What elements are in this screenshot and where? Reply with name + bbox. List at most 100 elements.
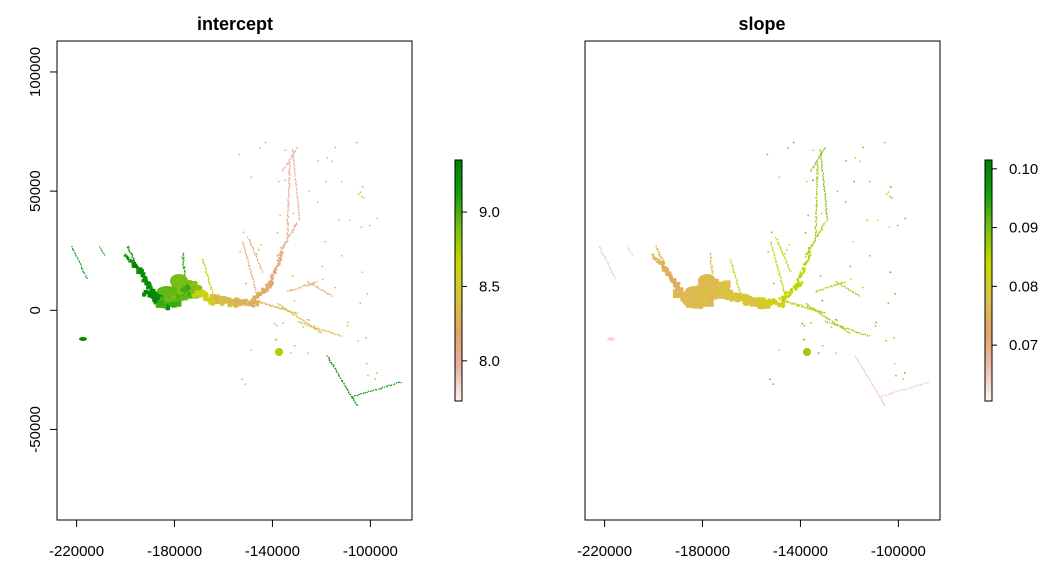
slope-raster-cell	[605, 258, 607, 260]
intercept-raster-cell	[349, 219, 351, 222]
intercept-raster-cell	[334, 334, 336, 336]
intercept-raster-cell	[295, 179, 297, 181]
slope-raster-cell	[785, 259, 787, 261]
slope-raster-cell	[711, 266, 713, 268]
intercept-raster-cell	[140, 269, 144, 272]
intercept-raster-cell	[252, 277, 254, 279]
intercept-raster-cell	[325, 292, 327, 294]
slope-raster-cell	[833, 321, 835, 323]
intercept-raster-cell	[257, 300, 259, 302]
slope-raster-cell	[827, 317, 829, 319]
intercept-raster-cell	[294, 151, 296, 153]
slope-raster-cell	[840, 282, 842, 284]
slope-raster-cell	[777, 264, 779, 266]
intercept-raster-cell	[86, 277, 88, 279]
slope-raster-cell	[799, 284, 802, 287]
intercept-raster-cell	[286, 234, 288, 236]
intercept-raster-cell	[281, 248, 283, 250]
intercept-raster-cell	[283, 307, 285, 309]
slope-raster-cell	[857, 360, 859, 362]
slope-raster-cell	[778, 349, 780, 351]
slope-raster-cell	[826, 322, 828, 324]
intercept-raster-cell	[156, 293, 161, 298]
slope-raster-cell	[849, 332, 851, 334]
slope-raster-cell	[782, 299, 786, 302]
intercept-raster-map	[71, 141, 402, 406]
slope-raster-cell	[798, 304, 800, 306]
slope-raster-cell	[779, 245, 781, 247]
intercept-raster-cell	[381, 386, 383, 388]
slope-raster-cell	[665, 268, 669, 272]
intercept-raster-cell	[130, 253, 132, 255]
intercept-raster-cell	[256, 293, 258, 295]
slope-raster-cell	[757, 304, 762, 309]
slope-raster-cell	[897, 390, 899, 392]
slope-raster-cell	[822, 177, 824, 180]
intercept-raster-cell	[255, 295, 258, 298]
intercept-raster-cell	[274, 266, 277, 269]
intercept-raster-cell	[301, 285, 304, 287]
slope-raster-cell	[812, 167, 814, 169]
slope-raster-cell	[660, 260, 663, 263]
slope-raster-cell	[810, 309, 812, 311]
intercept-legend-bar	[454, 159, 463, 402]
slope-raster-cell	[844, 281, 846, 283]
intercept-raster-cell	[259, 264, 261, 266]
slope-raster-cell	[698, 293, 706, 301]
intercept-raster-cell	[277, 263, 280, 266]
slope-raster-cell	[805, 180, 808, 183]
intercept-raster-cell	[131, 253, 133, 255]
slope-raster-cell	[824, 147, 826, 149]
slope-raster-cell	[776, 238, 778, 240]
intercept-raster-cell	[390, 384, 393, 386]
intercept-raster-cell	[294, 164, 296, 166]
slope-raster-cell	[631, 252, 633, 254]
intercept-raster-cell	[305, 321, 307, 323]
intercept-raster-cell	[400, 382, 402, 384]
intercept-raster-cell	[289, 169, 291, 171]
intercept-raster-cell	[321, 265, 324, 268]
slope-raster-cell	[824, 315, 826, 317]
slope-raster-cell	[896, 391, 898, 393]
intercept-raster-cell	[266, 304, 268, 306]
intercept-raster-cell	[298, 212, 300, 214]
slope-raster-cell	[815, 196, 817, 199]
intercept-raster-cell	[287, 216, 289, 218]
slope-raster-cell	[815, 223, 818, 226]
slope-raster-cell	[822, 315, 824, 317]
slope-raster-cell	[740, 292, 742, 294]
intercept-raster-cell	[289, 172, 291, 175]
slope-raster-cell	[808, 252, 810, 254]
slope-raster-cell	[800, 274, 802, 277]
intercept-raster-cell	[292, 153, 294, 155]
intercept-raster-cell	[385, 385, 387, 387]
slope-raster-cell	[814, 233, 817, 235]
intercept-raster-cell	[85, 275, 87, 277]
intercept-raster-cell	[130, 252, 132, 254]
intercept-raster-cell	[293, 152, 295, 154]
intercept-raster-cell	[289, 310, 291, 312]
intercept-raster-cell	[348, 392, 350, 394]
slope-raster-cell	[764, 299, 768, 303]
slope-raster-cell	[810, 245, 812, 247]
intercept-raster-cell	[244, 383, 247, 385]
intercept-raster-cell	[127, 247, 129, 249]
intercept-raster-cell	[294, 182, 297, 184]
slope-raster-cell	[784, 296, 787, 299]
intercept-raster-cell	[250, 302, 254, 306]
intercept-raster-cell	[277, 260, 280, 262]
slope-raster-cell	[834, 324, 836, 326]
intercept-raster-cell	[129, 251, 131, 253]
slope-raster-cell	[825, 317, 827, 319]
intercept-raster-cell	[262, 271, 264, 273]
intercept-raster-cell	[245, 255, 248, 257]
intercept-raster-cell	[340, 377, 342, 379]
intercept-raster-cell	[269, 281, 273, 284]
intercept-raster-cell	[365, 392, 367, 394]
intercept-raster-cell	[203, 295, 208, 300]
intercept-raster-cell	[149, 288, 153, 292]
slope-raster-cell	[777, 239, 779, 241]
intercept-raster-cell	[286, 228, 288, 230]
intercept-raster-cell	[286, 162, 289, 164]
slope-legend-tick-label: 0.08	[1009, 278, 1038, 295]
